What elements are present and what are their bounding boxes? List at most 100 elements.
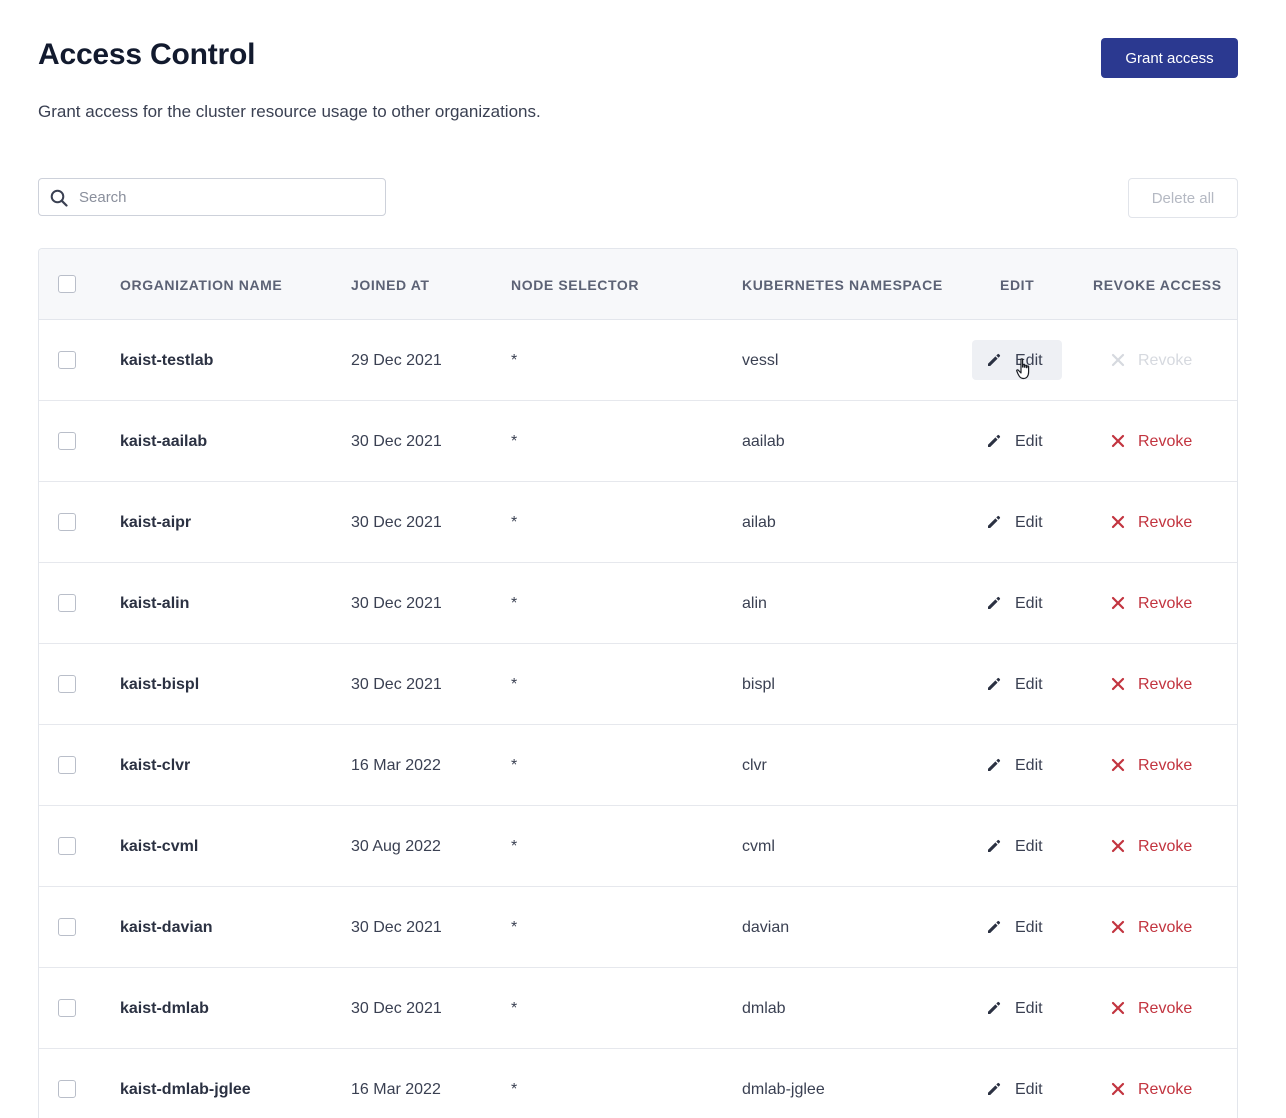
revoke-label: Revoke — [1138, 919, 1193, 936]
edit-label: Edit — [1015, 595, 1043, 612]
edit-label: Edit — [1015, 676, 1043, 693]
row-checkbox[interactable] — [58, 756, 76, 774]
edit-button[interactable]: Edit — [972, 988, 1062, 1028]
node-selector: * — [511, 352, 518, 369]
node-selector: * — [511, 757, 518, 774]
search-input[interactable] — [79, 179, 379, 215]
edit-label: Edit — [1015, 757, 1043, 774]
joined-at: 16 Mar 2022 — [351, 1081, 441, 1098]
node-selector: * — [511, 1000, 518, 1017]
revoke-button[interactable]: Revoke — [1105, 340, 1205, 380]
joined-at: 30 Dec 2021 — [351, 433, 442, 450]
edit-label: Edit — [1015, 514, 1043, 531]
pencil-icon — [986, 919, 1002, 935]
pencil-icon — [986, 676, 1002, 692]
edit-button[interactable]: Edit — [972, 340, 1062, 380]
delete-all-button[interactable]: Delete all — [1128, 178, 1238, 218]
node-selector: * — [511, 838, 518, 855]
organization-name: kaist-dmlab — [120, 1000, 209, 1017]
kubernetes-namespace: dmlab-jglee — [742, 1081, 825, 1098]
kubernetes-namespace: davian — [742, 919, 790, 936]
revoke-button[interactable]: Revoke — [1105, 583, 1205, 623]
row-checkbox[interactable] — [58, 675, 76, 693]
close-icon — [1111, 677, 1125, 691]
revoke-button[interactable]: Revoke — [1105, 664, 1205, 704]
revoke-button[interactable]: Revoke — [1105, 826, 1205, 866]
edit-button[interactable]: Edit — [972, 664, 1062, 704]
revoke-button[interactable]: Revoke — [1105, 1069, 1205, 1109]
edit-button[interactable]: Edit — [972, 745, 1062, 785]
revoke-label: Revoke — [1138, 676, 1193, 693]
edit-label: Edit — [1015, 1081, 1043, 1098]
edit-button[interactable]: Edit — [972, 907, 1062, 947]
organization-name: kaist-clvr — [120, 757, 191, 774]
organization-name: kaist-aailab — [120, 433, 208, 450]
page-subtitle: Grant access for the cluster resource us… — [38, 102, 541, 121]
organization-name: kaist-cvml — [120, 838, 199, 855]
edit-button[interactable]: Edit — [972, 1069, 1062, 1109]
organization-name: kaist-testlab — [120, 352, 214, 369]
grant-access-button[interactable]: Grant access — [1101, 38, 1238, 78]
table-row: kaist-cvml 30 Aug 2022 * cvml Edit Revoke — [39, 806, 1237, 887]
edit-label: Edit — [1015, 1000, 1043, 1017]
revoke-button[interactable]: Revoke — [1105, 421, 1205, 461]
organization-name: kaist-dmlab-jglee — [120, 1081, 251, 1098]
revoke-label: Revoke — [1138, 514, 1193, 531]
table-row: kaist-aipr 30 Dec 2021 * ailab Edit Revoke — [39, 482, 1237, 563]
pencil-icon — [986, 757, 1002, 773]
pencil-icon — [986, 433, 1002, 449]
close-icon — [1111, 758, 1125, 772]
organization-name: kaist-alin — [120, 595, 190, 612]
close-icon — [1111, 515, 1125, 529]
row-checkbox[interactable] — [58, 918, 76, 936]
kubernetes-namespace: cvml — [742, 838, 775, 855]
page-title: Access Control — [38, 38, 256, 71]
search-box[interactable] — [38, 178, 386, 216]
row-checkbox[interactable] — [58, 351, 76, 369]
table-row: kaist-dmlab-jglee 16 Mar 2022 * dmlab-jglee… — [39, 1049, 1237, 1118]
row-checkbox[interactable] — [58, 1080, 76, 1098]
column-header-node-selector[interactable]: NODE SELECTOR — [511, 277, 640, 293]
kubernetes-namespace: ailab — [742, 514, 776, 531]
pencil-icon — [986, 1081, 1002, 1097]
column-header-joined-at[interactable]: JOINED AT — [351, 277, 430, 293]
column-header-kubernetes-namespace[interactable]: KUBERNETES NAMESPACE — [742, 277, 943, 293]
node-selector: * — [511, 433, 518, 450]
close-icon — [1111, 1001, 1125, 1015]
access-table: ORGANIZATION NAME JOINED AT NODE SELECTO… — [38, 248, 1238, 1118]
node-selector: * — [511, 676, 518, 693]
select-all-checkbox[interactable] — [58, 275, 76, 293]
joined-at: 30 Dec 2021 — [351, 595, 442, 612]
node-selector: * — [511, 919, 518, 936]
row-checkbox[interactable] — [58, 594, 76, 612]
node-selector: * — [511, 595, 518, 612]
edit-label: Edit — [1015, 352, 1043, 369]
edit-button[interactable]: Edit — [972, 421, 1062, 461]
table-body: kaist-testlab 29 Dec 2021 * vessl Edit Revoke… — [39, 320, 1237, 1118]
node-selector: * — [511, 514, 518, 531]
revoke-button[interactable]: Revoke — [1105, 907, 1205, 947]
table-row: kaist-dmlab 30 Dec 2021 * dmlab Edit Revoke — [39, 968, 1237, 1049]
joined-at: 30 Aug 2022 — [351, 838, 441, 855]
edit-button[interactable]: Edit — [972, 583, 1062, 623]
revoke-button[interactable]: Revoke — [1105, 988, 1205, 1028]
revoke-button[interactable]: Revoke — [1105, 745, 1205, 785]
column-header-organization-name[interactable]: ORGANIZATION NAME — [120, 277, 283, 293]
joined-at: 30 Dec 2021 — [351, 919, 442, 936]
search-icon — [50, 189, 68, 207]
revoke-label: Revoke — [1138, 352, 1193, 369]
revoke-button[interactable]: Revoke — [1105, 502, 1205, 542]
edit-button[interactable]: Edit — [972, 502, 1062, 542]
row-checkbox[interactable] — [58, 432, 76, 450]
row-checkbox[interactable] — [58, 837, 76, 855]
table-header: ORGANIZATION NAME JOINED AT NODE SELECTO… — [39, 249, 1237, 320]
kubernetes-namespace: clvr — [742, 757, 767, 774]
row-checkbox[interactable] — [58, 513, 76, 531]
joined-at: 30 Dec 2021 — [351, 514, 442, 531]
column-header-revoke-access: REVOKE ACCESS — [1093, 277, 1222, 293]
edit-button[interactable]: Edit — [972, 826, 1062, 866]
row-checkbox[interactable] — [58, 999, 76, 1017]
close-icon — [1111, 1082, 1125, 1096]
node-selector: * — [511, 1081, 518, 1098]
